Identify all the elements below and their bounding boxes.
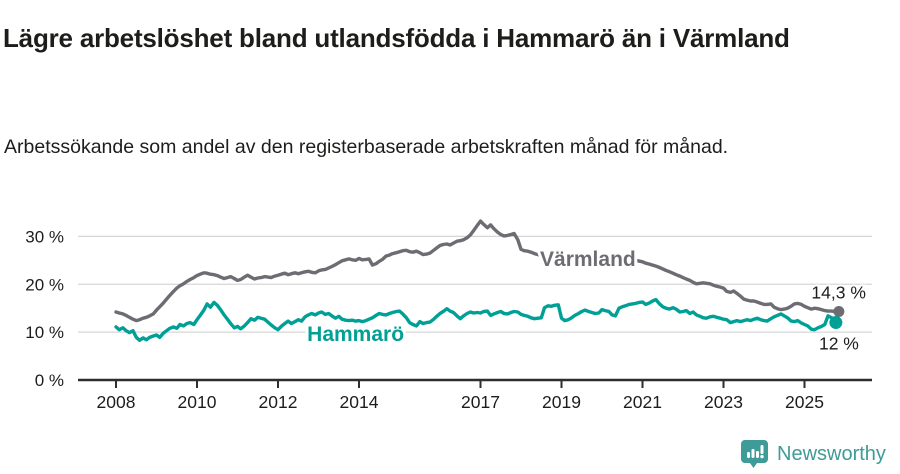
end-dot-hammaro (829, 316, 843, 330)
series-line-hammaro (114, 297, 837, 342)
end-value-label-varmland: 14,3 % (811, 283, 865, 303)
series-label-hammaro: Hammarö (307, 323, 404, 346)
x-tick-label: 2010 (178, 392, 217, 412)
x-tick-label: 2023 (704, 392, 743, 412)
x-tick-label: 2012 (259, 392, 298, 412)
x-tick-label: 2014 (340, 392, 379, 412)
brand-name: Newsworthy (777, 442, 886, 465)
newsworthy-logo-icon (740, 439, 769, 469)
y-tick-label: 10 % (25, 323, 64, 342)
y-tick-label: 20 % (25, 275, 64, 294)
x-tick-label: 2019 (542, 392, 581, 412)
end-value-label-hammaro: 12 % (819, 334, 859, 354)
chart-subtitle: Arbetssökande som andel av den registerb… (4, 135, 729, 158)
x-tick-label: 2008 (97, 392, 136, 412)
x-tick-label: 2025 (785, 392, 824, 412)
series-label-varmland: Värmland (540, 248, 636, 271)
chart-title: Lägre arbetslöshet bland utlandsfödda i … (3, 23, 790, 54)
x-tick-label: 2017 (461, 392, 500, 412)
brand-footer: Newsworthy (740, 438, 886, 470)
series-line-varmland (114, 219, 837, 323)
y-tick-label: 30 % (25, 227, 64, 246)
y-tick-label: 0 % (35, 371, 64, 390)
end-dot-varmland (833, 306, 845, 318)
x-tick-label: 2021 (623, 392, 662, 412)
